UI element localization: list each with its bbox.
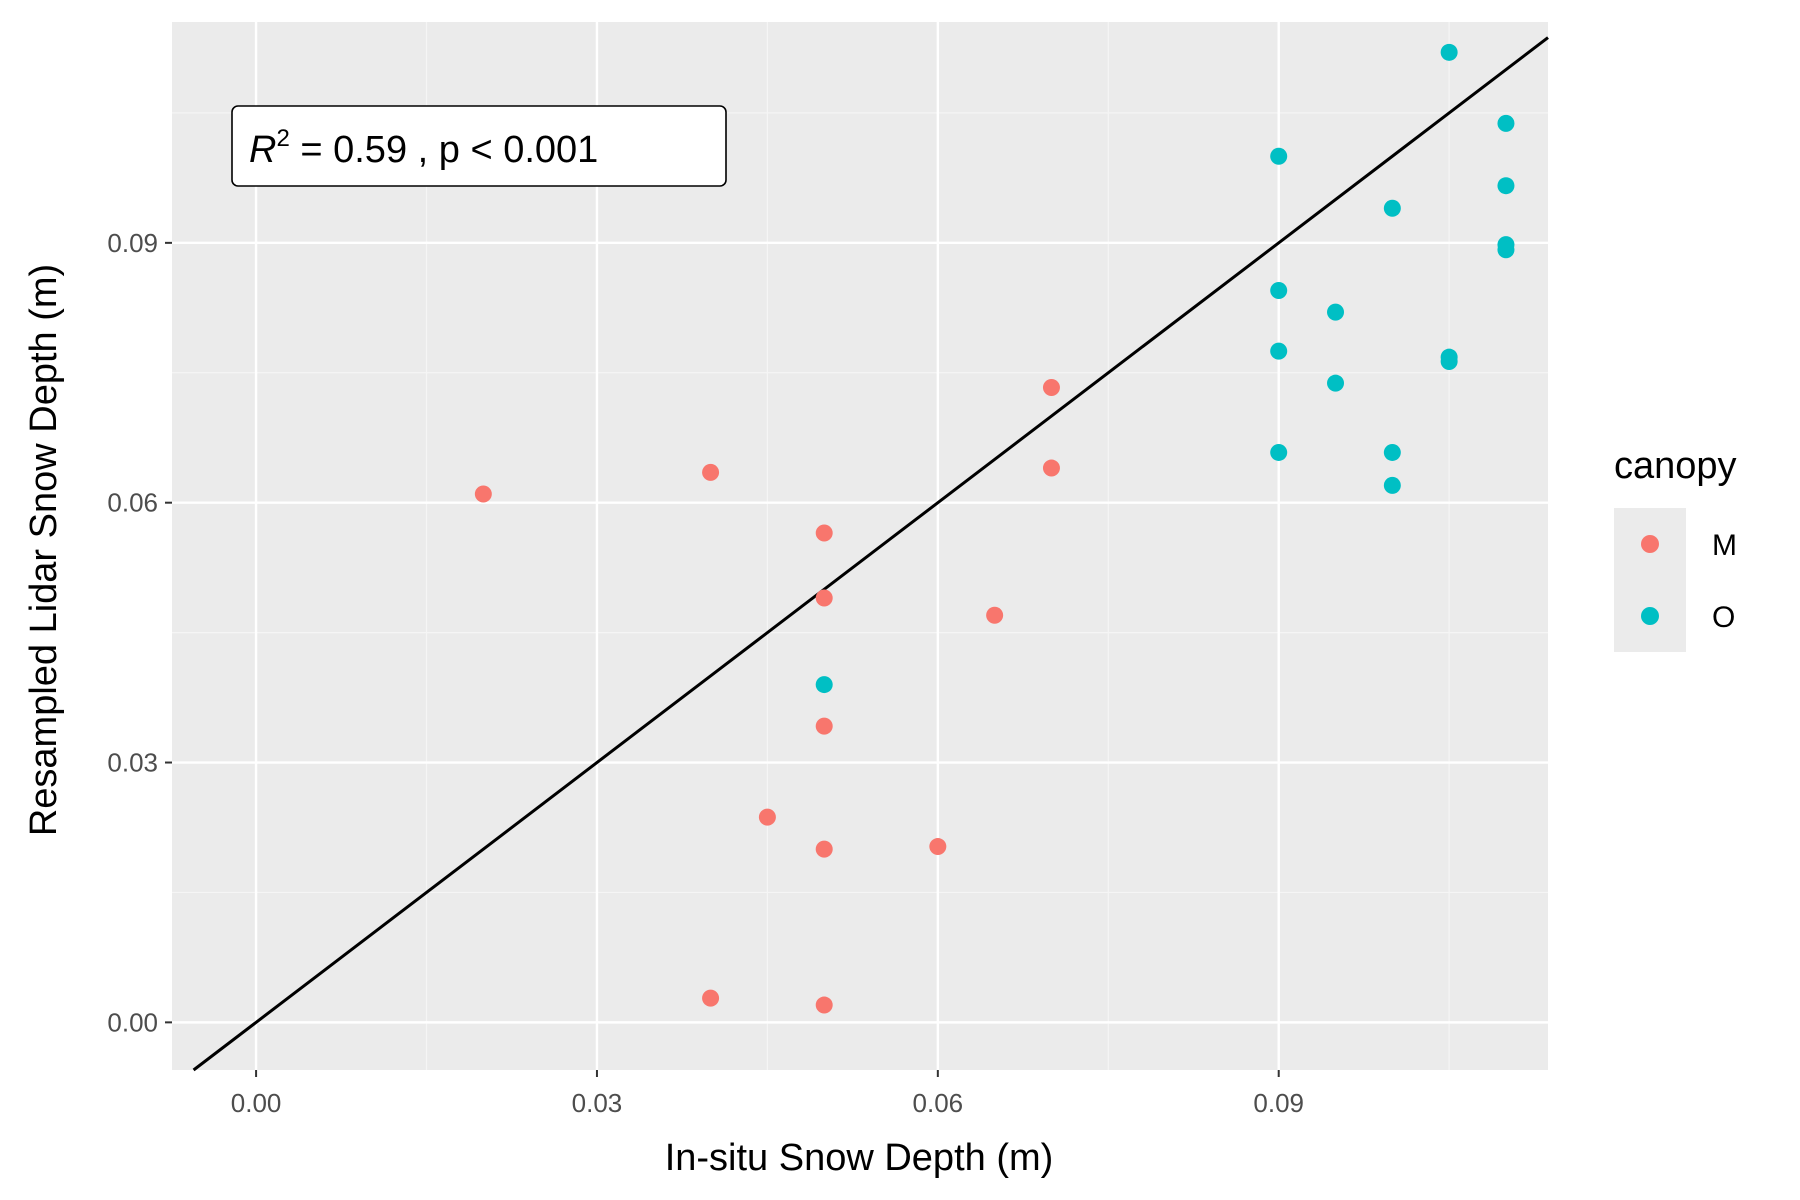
x-tick-label: 0.03 [572, 1088, 623, 1118]
data-point-o [1440, 353, 1458, 371]
data-point-m [815, 589, 833, 607]
data-point-m [815, 524, 833, 542]
data-point-o [1270, 147, 1288, 165]
data-point-o [815, 676, 833, 694]
y-axis-ticks: 0.00 0.03 0.06 0.09 [107, 228, 172, 1037]
data-point-o [1327, 374, 1345, 392]
stats-annotation: R2 = 0.59 , p < 0.001 [231, 105, 727, 187]
data-point-m [1042, 379, 1060, 397]
legend-label-m: M [1712, 529, 1737, 562]
x-tick-label: 0.09 [1253, 1088, 1304, 1118]
annotation-box [231, 105, 727, 187]
data-point-m [758, 808, 776, 826]
legend-key-m [1641, 535, 1659, 553]
data-point-m [1042, 459, 1060, 477]
data-point-m [474, 485, 492, 503]
legend-key-background [1614, 508, 1686, 652]
data-point-o [1327, 303, 1345, 321]
data-points [474, 43, 1515, 1014]
x-axis-title: In-situ Snow Depth (m) [665, 1137, 1054, 1179]
y-axis-title: Resampled Lidar Snow Depth (m) [23, 264, 65, 836]
y-tick-label: 0.00 [107, 1007, 158, 1037]
data-point-o [1497, 114, 1515, 132]
legend-label-o: O [1712, 601, 1735, 634]
data-point-o [1497, 177, 1515, 195]
x-tick-label: 0.00 [231, 1088, 282, 1118]
data-point-m [815, 996, 833, 1014]
y-tick-label: 0.06 [107, 488, 158, 518]
data-point-m [986, 606, 1004, 624]
data-point-m [702, 463, 720, 481]
plot-panel [172, 22, 1548, 1070]
legend-title: canopy [1614, 445, 1737, 487]
data-point-o [1383, 443, 1401, 461]
x-tick-label: 0.06 [913, 1088, 964, 1118]
data-point-m [702, 989, 720, 1007]
data-point-o [1383, 199, 1401, 217]
legend: canopy M O [1614, 445, 1737, 652]
data-point-o [1270, 342, 1288, 360]
annotation-text: R2 = 0.59 , p < 0.001 [249, 125, 598, 171]
data-point-m [815, 717, 833, 735]
x-axis-ticks: 0.00 0.03 0.06 0.09 [231, 1070, 1304, 1118]
data-point-o [1497, 241, 1515, 259]
data-point-o [1270, 443, 1288, 461]
data-point-o [1270, 281, 1288, 299]
y-tick-label: 0.09 [107, 228, 158, 258]
data-point-m [929, 838, 947, 856]
identity-line [192, 36, 1549, 1072]
major-gridlines [172, 22, 1548, 1070]
y-tick-label: 0.03 [107, 748, 158, 778]
data-point-o [1383, 476, 1401, 494]
data-point-o [1440, 43, 1458, 61]
legend-key-o [1641, 607, 1659, 625]
data-point-m [815, 840, 833, 858]
